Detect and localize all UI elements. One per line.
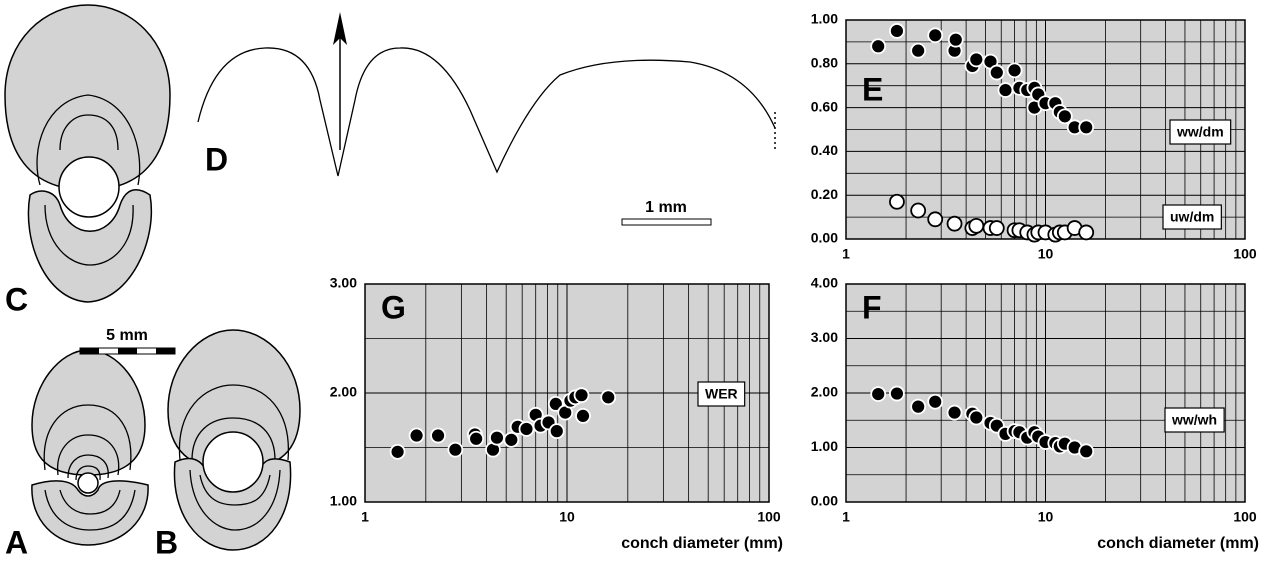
data-point [927, 393, 944, 410]
panel-label: F [862, 289, 882, 325]
y-tick-label: 4.00 [811, 275, 838, 291]
data-point [946, 215, 963, 232]
panel-label: E [862, 71, 883, 107]
y-tick-label: 0.40 [811, 142, 838, 158]
data-point [910, 202, 927, 219]
data-point [408, 427, 425, 444]
panel-label: A [5, 524, 28, 560]
data-point [600, 389, 617, 406]
x-tick-label: 100 [1233, 246, 1257, 262]
panel-label: G [381, 289, 406, 325]
x-tick-label: 10 [559, 509, 575, 525]
y-tick-label: 0.80 [811, 55, 838, 71]
y-tick-label: 3.00 [811, 329, 838, 345]
scale-bar-5mm [79, 347, 176, 355]
data-point [489, 429, 505, 446]
legend-label: WER [705, 386, 738, 402]
data-point [447, 441, 464, 458]
data-point [946, 404, 963, 421]
data-point [927, 211, 944, 228]
plot-frame [364, 283, 770, 503]
x-tick-label: 10 [1038, 246, 1054, 262]
data-point [1078, 443, 1095, 460]
y-tick-label: 1.00 [811, 438, 838, 454]
data-point [997, 82, 1014, 98]
legend-box [1169, 119, 1232, 145]
y-tick-label: 2.00 [330, 384, 357, 400]
data-point [889, 23, 905, 39]
x-tick-label: 1 [842, 509, 850, 525]
plot-frame [845, 283, 1246, 503]
data-point [468, 430, 485, 447]
data-point [910, 398, 927, 415]
y-tick-label: 0.00 [811, 230, 838, 246]
data-point [988, 64, 1005, 81]
scale-label: 1 mm [645, 199, 687, 216]
y-tick-label: 1.00 [330, 493, 357, 509]
x-tick-label: 1 [361, 509, 369, 525]
data-point [947, 31, 964, 48]
x-tick-label: 100 [757, 509, 781, 525]
data-point [889, 193, 905, 210]
y-tick-label: 2.00 [811, 384, 838, 400]
data-point [968, 217, 985, 234]
y-tick-label: 0.60 [811, 98, 838, 114]
x-axis-title: conch diameter (mm) [1097, 535, 1259, 552]
legend-label: ww/dm [1176, 124, 1224, 140]
scale-bar-1mm [621, 218, 712, 226]
data-point [889, 385, 905, 402]
data-point [1056, 108, 1073, 125]
data-point [430, 427, 446, 444]
legend-label: uw/dm [1170, 209, 1214, 225]
data-point [518, 421, 535, 437]
data-point [575, 407, 591, 424]
panel-label: D [205, 141, 228, 177]
x-tick-label: 10 [1038, 509, 1054, 525]
data-point [573, 387, 590, 404]
x-axis-title: conch diameter (mm) [621, 535, 783, 552]
data-point [870, 38, 887, 55]
y-tick-label: 1.00 [811, 11, 838, 27]
drawing-d [197, 12, 776, 177]
data-point [968, 51, 985, 68]
data-point [548, 423, 565, 440]
scale-label: 5 mm [106, 327, 148, 344]
drawing-c [4, 4, 171, 303]
y-tick-label: 0.00 [811, 493, 838, 509]
data-point [503, 431, 520, 448]
legend-label: ww/wh [1171, 412, 1217, 428]
data-point [547, 395, 564, 412]
legend-box [697, 381, 746, 407]
legend-box [1164, 407, 1225, 433]
x-tick-label: 100 [1233, 509, 1257, 525]
data-point [1078, 119, 1095, 136]
drawing-a [31, 349, 149, 546]
panel-label: C [5, 281, 28, 317]
x-tick-label: 1 [842, 246, 850, 262]
data-point [389, 443, 406, 460]
panel-label: B [155, 524, 178, 560]
legend-box [1162, 204, 1222, 230]
data-point [870, 386, 887, 402]
y-tick-label: 0.20 [811, 186, 838, 202]
data-point [1006, 62, 1023, 79]
drawing-b [167, 329, 301, 551]
data-point [910, 42, 927, 59]
data-point [988, 220, 1005, 236]
data-point [968, 409, 985, 426]
data-point [927, 27, 944, 44]
data-point [1078, 224, 1095, 241]
y-tick-label: 3.00 [330, 275, 357, 291]
